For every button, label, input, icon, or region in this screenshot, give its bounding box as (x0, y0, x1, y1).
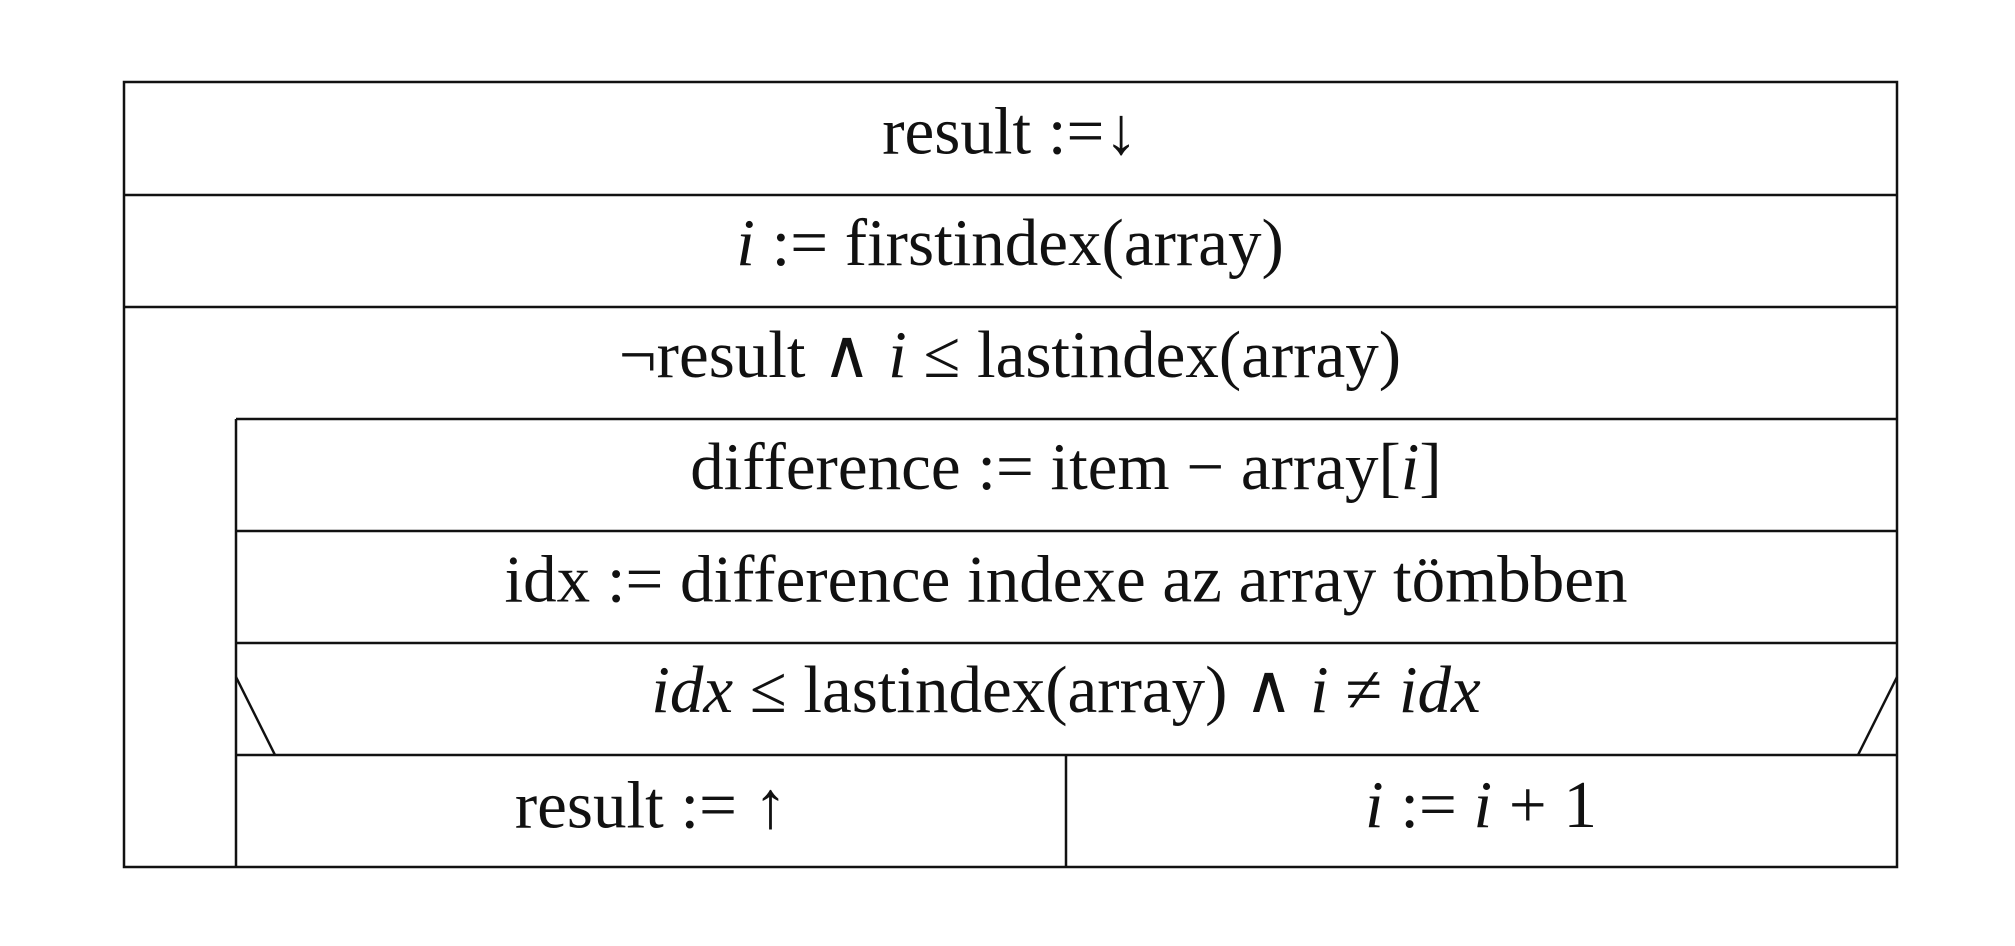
branch-true-stmt: result := ↑ (515, 768, 787, 842)
stmt-i-init-rest: := firstindex(array) (755, 206, 1284, 280)
branch-false-rest: + 1 (1492, 768, 1597, 842)
outer-frame (122, 80, 1899, 869)
stmt-difference-prefix: difference := item − array[ (690, 430, 1400, 504)
branch-false-assign: := (1384, 768, 1474, 842)
stmt-difference: difference := item − array[i] (690, 430, 1441, 504)
branch-condition-var-idx-2: idx (1399, 653, 1481, 727)
branch-condition-mid: ≤ lastindex(array) ∧ (733, 653, 1310, 727)
stmt-result-init: result :=↓ (882, 94, 1138, 168)
branch-false-var-i-2: i (1474, 768, 1493, 842)
stmt-i-init: i := firstindex(array) (736, 206, 1284, 280)
branch-condition-neq: ≠ (1329, 653, 1399, 727)
branch-condition: idx ≤ lastindex(array) ∧ i ≠ idx (651, 653, 1481, 727)
branch-false-var-i: i (1365, 768, 1384, 842)
branch-condition-var-i: i (1310, 653, 1329, 727)
loop-condition-prefix: ¬result ∧ (619, 318, 888, 392)
loop-condition-var-i: i (888, 318, 907, 392)
branch-diagonal-right (1856, 676, 1899, 756)
branch-condition-var-idx: idx (651, 653, 733, 727)
loop-condition-suffix: ≤ lastindex(array) (907, 318, 1401, 392)
var-i: i (736, 206, 755, 280)
branch-diagonal-left (234, 676, 277, 756)
branch-false-stmt: i := i + 1 (1365, 768, 1597, 842)
stmt-difference-suffix: ] (1419, 430, 1441, 504)
loop-condition: ¬result ∧ i ≤ lastindex(array) (619, 318, 1401, 392)
stmt-difference-var-i: i (1401, 430, 1420, 504)
stmt-idx: idx := difference indexe az array tömbbe… (505, 542, 1628, 616)
